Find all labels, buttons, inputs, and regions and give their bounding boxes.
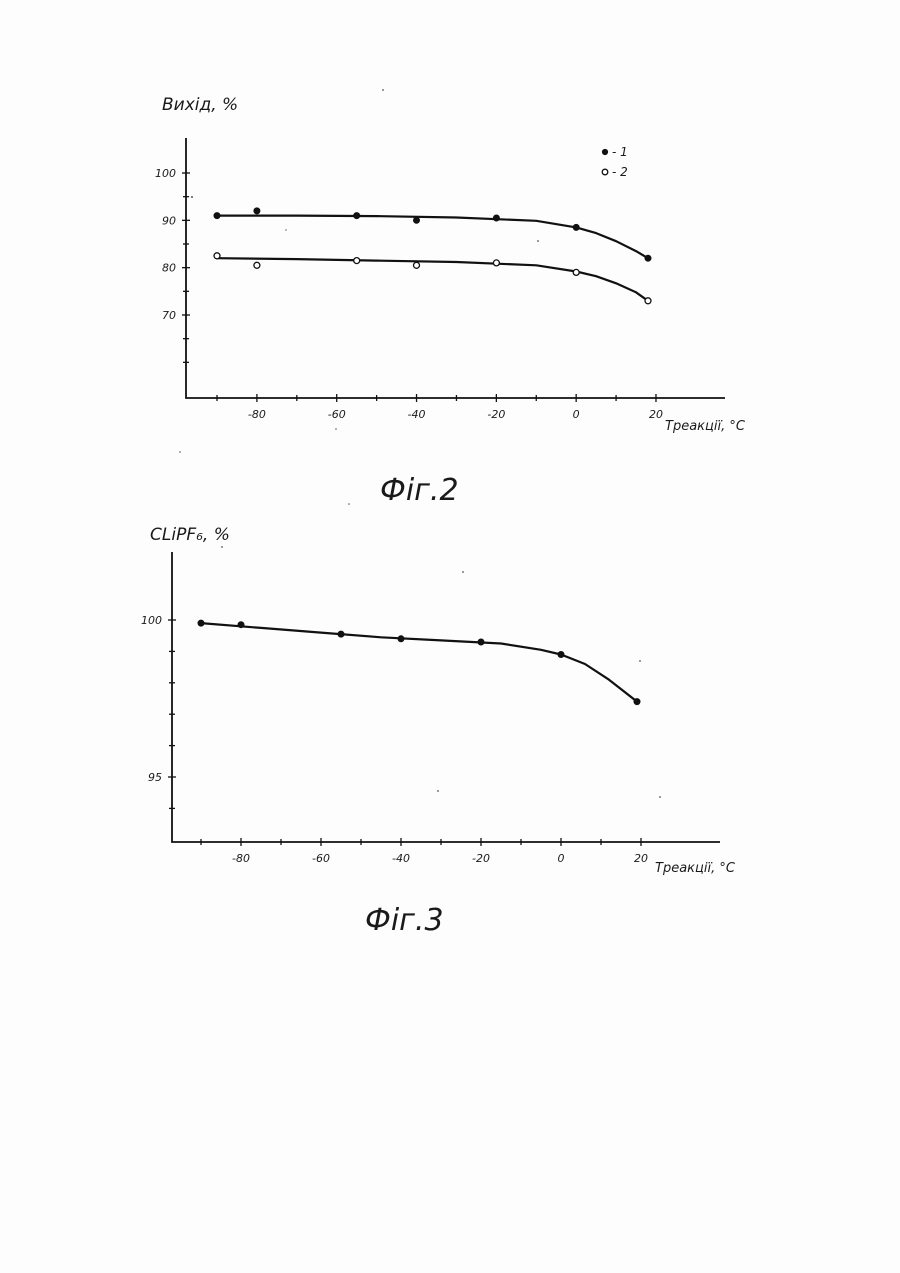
fig2-y-ticks: 100 90 80 70 [155,167,190,362]
legend-marker-series-1 [602,149,607,154]
fig2-series-1-point [573,224,579,230]
fig3-x-tick-label: -40 [392,852,410,865]
fig2-x-tick-label: 0 [573,408,580,421]
fig2-x-tick-label: -20 [487,408,505,421]
fig2-series-2-point [645,298,651,304]
legend-label-series-2: - 2 [612,165,628,179]
figure-2: Вихід, % 100 90 80 70 -80 -60 -40 -20 0 20 Tреак… [155,95,746,508]
fig3-series-1-point [338,631,344,637]
fig2-series-2-point [254,262,260,268]
fig2-x-tick-label: -80 [248,408,266,421]
fig2-legend: - 1 - 2 [602,145,628,179]
fig3-y-tick-label: 100 [141,614,162,627]
fig3-series-1-line [201,623,637,702]
fig3-caption: Фіг.3 [365,903,444,938]
fig3-y-tick-label: 95 [148,771,162,784]
fig2-series-1-point [354,213,360,219]
fig3-series-1-point [478,639,484,645]
figure-3: CLiPF₆, % 100 95 -80 -60 -40 -20 0 20 Tреакції… [141,525,736,938]
fig2-series-2-point [414,262,420,268]
fig3-series-points [198,620,640,705]
fig2-x-tick-label: -40 [408,408,426,421]
legend-marker-series-2 [602,169,608,175]
fig2-axes [186,138,725,398]
fig2-y-tick-label: 80 [162,262,176,275]
fig3-series-1-point [198,620,204,626]
fig3-series-1-point [398,636,404,642]
fig3-x-tick-label: -20 [472,852,490,865]
fig3-series-1-point [634,699,640,705]
fig2-y-axis-label: Вихід, % [162,95,238,115]
fig3-series-1-point [558,652,564,658]
fig3-y-ticks: 100 95 [141,614,176,808]
fig2-y-tick-label: 90 [162,214,176,227]
legend-label-series-1: - 1 [612,145,628,159]
fig3-x-tick-label: -80 [232,852,250,865]
fig3-x-tick-label: 0 [558,852,565,865]
fig2-series-1-point [414,217,420,223]
fig2-y-tick-label: 70 [162,309,176,322]
fig3-y-axis-label: CLiPF₆, % [150,525,230,545]
fig2-series-2-point [214,253,220,259]
fig2-series-1-point [254,208,260,214]
fig3-axes [172,552,720,842]
fig2-series-points [214,208,651,304]
fig2-series-1-point [493,215,499,221]
fig2-x-axis-label: Tреакції, °C [665,419,746,434]
scan-noise [179,89,661,798]
fig2-series-1-point [645,255,651,261]
fig2-series-2-point [573,269,579,275]
fig2-x-tick-label: 20 [649,408,663,421]
fig3-series-curves [201,623,637,702]
fig2-series-2-point [493,260,499,266]
fig2-x-tick-label: -60 [328,408,346,421]
fig3-x-tick-label: 20 [634,852,648,865]
fig2-series-2-line [217,258,648,301]
fig2-series-2-point [354,258,360,264]
fig2-y-tick-label: 100 [155,167,176,180]
fig2-series-1-point [214,213,220,219]
fig3-series-1-point [238,622,244,628]
fig2-series-curves [217,216,648,301]
fig2-series-1-line [217,216,648,259]
fig3-x-axis-label: Tреакції, °C [655,861,736,876]
fig2-caption: Фіг.2 [380,473,459,508]
fig3-x-tick-label: -60 [312,852,330,865]
